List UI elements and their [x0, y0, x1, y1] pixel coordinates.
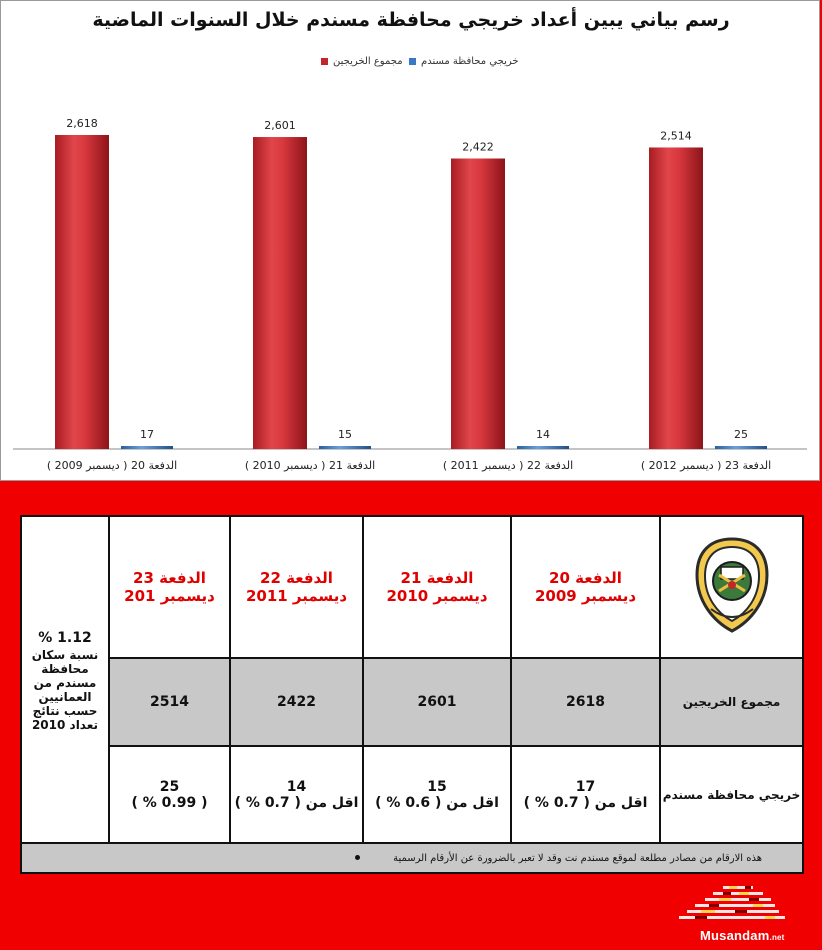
bar-total: [55, 135, 109, 449]
header-batch-22: الدفعة 22 ديسمبر 2011: [229, 515, 364, 659]
legend-swatch-musandam: [409, 58, 416, 65]
bar-musandam-data-label: 14: [536, 428, 550, 441]
musandam-cell-batch-23: 25 ( 0.99 % ): [108, 745, 231, 844]
x-tick-label: الدفعة 20 ( ديسمبر 2009 ): [46, 459, 178, 472]
bar-total: [649, 147, 703, 450]
bar-musandam: [319, 446, 371, 449]
header-batch-21: الدفعة 21 ديسمبر 2010: [362, 515, 512, 659]
musandam-value: 15: [427, 778, 447, 795]
graduates-table: 1.12 % نسبة سكان محافظة مسندم من العماني…: [20, 515, 804, 874]
bar-chart: 2,618 17 2,601 15 2,422 14 2,514 25: [13, 117, 807, 450]
musandam-logo-icon: [679, 886, 785, 919]
legend-swatch-total: [321, 58, 328, 65]
header-batch-date: ديسمبر 2009: [534, 587, 637, 605]
legend-label-total: مجموع الخريجين: [333, 56, 403, 67]
row-label-total: مجموع الخريجين: [659, 657, 804, 747]
legend-item-total: مجموع الخريجين: [321, 56, 403, 67]
header-batch-date: ديسمبر 2010: [386, 587, 488, 605]
musandam-value: 14: [286, 778, 307, 795]
musandam-cell-batch-22: 14 اقل من ( 0.7 % ): [229, 745, 364, 844]
x-tick-label: الدفعة 23 ( ديسمبر 2012 ): [640, 459, 772, 472]
row-label-musandam: خريجي محافظة مسندم: [659, 745, 804, 844]
population-stat-value: 1.12 %: [38, 629, 92, 646]
legend-label-musandam: خريجي محافظة مسندم: [421, 56, 519, 67]
bullet-icon: [354, 855, 360, 860]
site-name: Musandam: [700, 928, 770, 943]
musandam-cell-batch-20: 17 اقل من ( 0.7 % ): [510, 745, 661, 844]
disclaimer-note: هذه الارقام من مصادر مطلعة لموقع مسندم ن…: [393, 852, 762, 864]
population-stat-cell: 1.12 % نسبة سكان محافظة مسندم من العماني…: [20, 515, 110, 844]
site-suffix: .net: [769, 933, 785, 942]
bar-musandam: [121, 446, 173, 449]
musandam-cell-batch-21: 15 اقل من ( 0.6 % ): [362, 745, 512, 844]
musandam-pct: ( 0.99 % ): [131, 794, 208, 811]
disclaimer-note-row: هذه الارقام من مصادر مطلعة لموقع مسندم ن…: [20, 842, 804, 874]
bar-total: [451, 158, 505, 449]
bar-total-data-label: 2,618: [66, 117, 98, 130]
x-tick-label: الدفعة 21 ( ديسمبر 2010 ): [244, 459, 376, 472]
university-emblem-icon: [694, 537, 769, 633]
musandam-pct: اقل من ( 0.7 % ): [234, 794, 359, 811]
header-batch-date: ديسمبر 201: [124, 587, 215, 605]
musandam-pct: اقل من ( 0.6 % ): [375, 794, 499, 811]
bar-musandam-data-label: 25: [734, 428, 748, 441]
bar-musandam-data-label: 15: [338, 428, 352, 441]
university-logo-cell: [659, 515, 804, 659]
musandam-value: 25: [159, 778, 180, 795]
bar-total-data-label: 2,514: [660, 129, 692, 142]
bar-musandam-data-label: 17: [140, 428, 154, 441]
bar-musandam: [715, 446, 767, 449]
bar-total-data-label: 2,601: [264, 119, 296, 132]
total-value-batch-20: 2618: [510, 657, 661, 747]
legend-item-musandam: خريجي محافظة مسندم: [409, 56, 519, 67]
musandam-pct: اقل من ( 0.7 % ): [523, 794, 648, 811]
header-batch-label: الدفعة 22: [260, 569, 333, 587]
header-batch-date: ديسمبر 2011: [245, 587, 348, 605]
x-tick-label: الدفعة 22 ( ديسمبر 2011 ): [442, 459, 574, 472]
header-batch-label: الدفعة 23: [133, 569, 206, 587]
bar-total-data-label: 2,422: [462, 141, 494, 154]
chart-title: رسم بياني يبين أعداد خريجي محافظة مسندم …: [92, 9, 730, 31]
bar-musandam: [517, 446, 569, 449]
musandam-site-name: Musandam.net: [700, 928, 785, 943]
total-value-batch-21: 2601: [362, 657, 512, 747]
header-batch-label: الدفعة 20: [549, 569, 622, 587]
musandam-value: 17: [575, 778, 596, 795]
header-batch-23: الدفعة 23 ديسمبر 201: [108, 515, 231, 659]
chart-panel: رسم بياني يبين أعداد خريجي محافظة مسندم …: [0, 0, 820, 481]
header-batch-label: الدفعة 21: [400, 569, 474, 587]
header-batch-20: الدفعة 20 ديسمبر 2009: [510, 515, 661, 659]
bar-total: [253, 137, 307, 450]
total-value-batch-22: 2422: [229, 657, 364, 747]
population-stat-text: نسبة سكان محافظة مسندم من العمانيين حسب …: [31, 647, 99, 732]
total-value-batch-23: 2514: [108, 657, 231, 747]
